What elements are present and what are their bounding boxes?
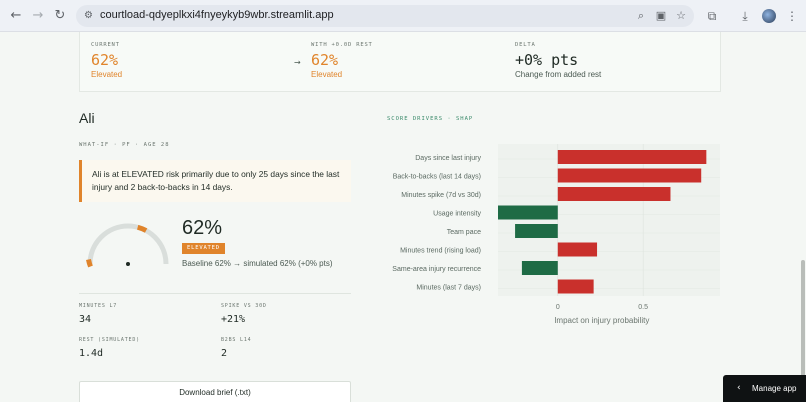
streamlit-page: CURRENT 62% Elevated → WITH +0.0D REST 6…: [0, 32, 806, 402]
manage-app-button[interactable]: ‹ Manage app: [723, 375, 806, 402]
risk-gauge: [86, 223, 169, 268]
summary-card: CURRENT 62% Elevated → WITH +0.0D REST 6…: [79, 32, 721, 92]
gauge-fill: [136, 224, 148, 233]
category-label: Same-area injury recurrence: [392, 266, 481, 273]
stat-rest: REST (SIMULATED) 1.4d: [79, 337, 140, 359]
category-label: Days since last injury: [415, 155, 481, 162]
stat-b2bs: B2BS L14 2: [221, 337, 252, 359]
player-subtitle: WHAT-IF · PF · AGE 28: [79, 142, 170, 148]
address-bar[interactable]: ⚙ courtload-qdyeplkxi4fnyeykyb9wbr.strea…: [76, 5, 694, 27]
bar-minutes-spike-7d-vs-30d: [557, 187, 671, 201]
gauge-needle-pivot: [126, 262, 130, 266]
stat-spike: SPIKE VS 30D +21%: [221, 303, 267, 325]
gauge-track: [87, 223, 169, 265]
chevron-left-icon: ‹: [737, 383, 741, 393]
reload-icon[interactable]: ↻: [54, 8, 66, 23]
puzzle-icon[interactable]: ⧉: [707, 9, 717, 23]
player-name: Ali: [79, 110, 95, 126]
gauge-start-mark: [86, 258, 93, 268]
bar-same-area-injury-recurrence: [521, 261, 558, 275]
category-label: Back-to-backs (last 14 days): [393, 174, 481, 181]
tune-icon[interactable]: ⚙: [84, 10, 93, 21]
download-brief-button[interactable]: Download brief (.txt): [79, 381, 351, 402]
category-label: Usage intensity: [433, 211, 481, 218]
category-label: Team pace: [447, 229, 481, 236]
download-icon[interactable]: ⤓: [742, 9, 748, 23]
baseline-text: Baseline 62% → simulated 62% (+0% pts): [182, 259, 333, 268]
category-label: Minutes spike (7d vs 30d): [401, 192, 481, 199]
bar-back-to-backs-last-14-days: [557, 168, 702, 183]
install-app-icon[interactable]: ▣: [655, 9, 667, 22]
delta-value: +0% pts: [515, 51, 579, 69]
back-arrow-icon[interactable]: ←: [10, 8, 22, 23]
bar-days-since-last-injury: [557, 150, 707, 164]
arrow-icon: →: [294, 58, 301, 67]
with-rest-status: Elevated: [311, 70, 343, 79]
bar-team-pace: [515, 224, 558, 238]
bar-minutes-last-7-days: [557, 279, 594, 294]
divider: [79, 293, 351, 294]
magnifier-icon[interactable]: ⌕: [637, 9, 645, 22]
forward-arrow-icon[interactable]: →: [32, 8, 44, 23]
elevated-badge: ELEVATED: [182, 243, 225, 254]
bar-usage-intensity: [498, 205, 558, 220]
with-rest-value: 62%: [311, 51, 339, 69]
chart-title: SCORE DRIVERS · SHAP: [387, 116, 474, 122]
x-tick-label: 0: [556, 304, 560, 311]
x-tick-label: 0.5: [638, 304, 648, 311]
category-label: Minutes (last 7 days): [416, 285, 481, 292]
star-icon[interactable]: ☆: [676, 9, 686, 22]
current-status: Elevated: [91, 70, 123, 79]
category-label: Minutes trend (rising load): [400, 248, 481, 255]
metric-with-rest: WITH +0.0D REST 62% Elevated: [311, 42, 373, 79]
metric-delta: DELTA +0% pts Change from added rest: [515, 42, 602, 79]
bar-minutes-trend-rising-load: [557, 242, 598, 257]
stat-minutes-l7: MINUTES L7 34: [79, 303, 118, 325]
x-axis-label: Impact on injury probability: [554, 316, 649, 325]
page-scrollbar[interactable]: [801, 260, 805, 400]
url-text[interactable]: courtload-qdyeplkxi4fnyeykyb9wbr.streaml…: [100, 9, 334, 21]
profile-avatar[interactable]: [762, 9, 776, 23]
risk-alert: Ali is at ELEVATED risk primarily due to…: [79, 160, 351, 202]
delta-caption: Change from added rest: [515, 70, 602, 79]
risk-percentage: 62%: [182, 217, 223, 239]
metric-current: CURRENT 62% Elevated: [91, 42, 123, 79]
shap-chart: Days since last injury Back-to-backs (las…: [392, 144, 720, 325]
browser-toolbar: ← → ↻ ⚙ courtload-qdyeplkxi4fnyeykyb9wbr…: [0, 0, 806, 32]
kebab-icon[interactable]: ⋮: [786, 9, 798, 23]
current-value: 62%: [91, 51, 119, 69]
